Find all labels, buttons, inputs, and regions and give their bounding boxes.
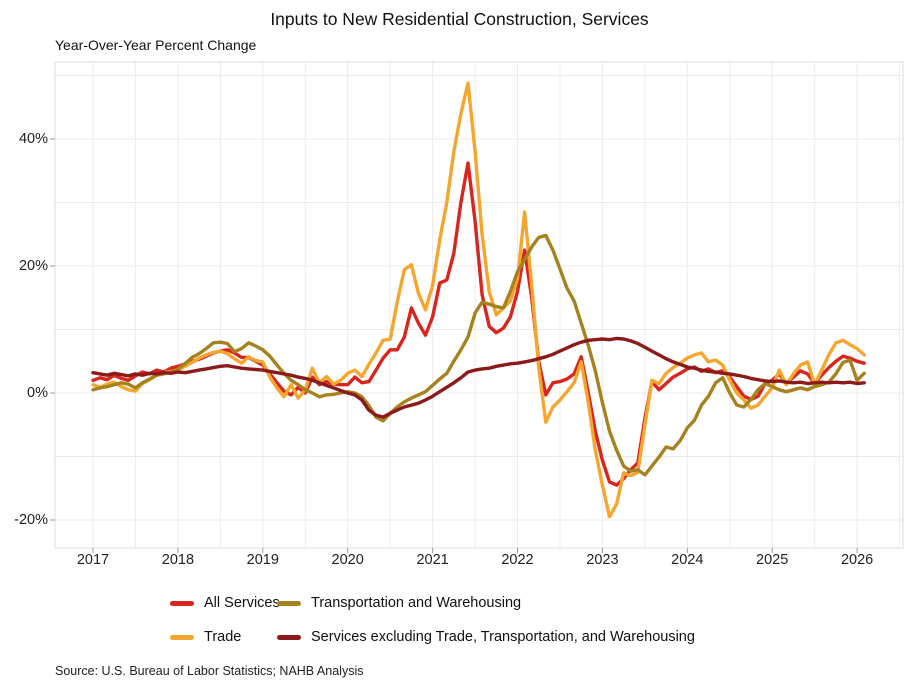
chart-subtitle: Year-Over-Year Percent Change	[55, 37, 257, 53]
x-axis-label: 2021	[416, 552, 449, 568]
legend-item: Services excluding Trade, Transportation…	[277, 629, 695, 645]
x-axis-label: 2026	[840, 552, 874, 568]
legend-swatch-all-services	[170, 600, 194, 606]
plot-border	[54, 61, 904, 549]
x-axis-label: 2025	[756, 552, 789, 568]
legend-swatch-transportation-warehousing	[277, 600, 301, 606]
x-axis-label: 2018	[161, 552, 195, 568]
series-line-services-excluding	[91, 336, 866, 419]
legend: All Services Transportation and Warehousi…	[170, 586, 695, 654]
legend-item: Transportation and Warehousing	[277, 595, 695, 611]
legend-swatch-services-excluding	[277, 634, 301, 640]
y-axis-label: -20%	[14, 512, 48, 528]
legend-swatch-trade	[170, 634, 194, 640]
legend-item-label: Transportation and Warehousing	[311, 595, 522, 611]
x-axis-label: 2024	[671, 552, 704, 568]
x-axis-label: 2019	[246, 552, 279, 568]
y-axis-label: 20%	[18, 258, 48, 274]
legend-item: All Services	[170, 595, 280, 611]
y-axis-label: 40%	[18, 131, 48, 147]
y-axis-label: 0%	[27, 385, 48, 401]
legend-item-label: Trade	[204, 629, 242, 645]
source-note: Source: U.S. Bureau of Labor Statistics;…	[55, 664, 364, 678]
chart-title: Inputs to New Residential Construction, …	[270, 9, 649, 29]
x-axis-label: 2023	[586, 552, 619, 568]
x-axis-label: 2022	[501, 552, 534, 568]
legend-item-label: Services excluding Trade, Transportation…	[311, 629, 695, 645]
x-axis-label: 2020	[331, 552, 364, 568]
legend-item: Trade	[170, 629, 277, 645]
series-line-trade	[91, 81, 866, 519]
legend-item-label: All Services	[204, 595, 280, 611]
x-axis-label: 2017	[76, 552, 110, 568]
series-line-transportation-warehousing	[91, 233, 866, 477]
